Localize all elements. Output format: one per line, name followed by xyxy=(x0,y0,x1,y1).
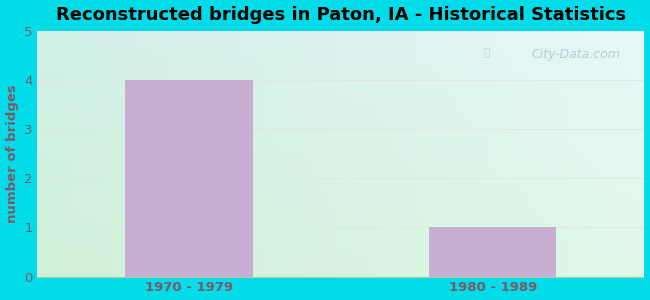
Y-axis label: number of bridges: number of bridges xyxy=(6,84,19,223)
Text: 🔍: 🔍 xyxy=(484,48,490,58)
Bar xyxy=(429,227,556,277)
Bar xyxy=(125,80,253,277)
Title: Reconstructed bridges in Paton, IA - Historical Statistics: Reconstructed bridges in Paton, IA - His… xyxy=(56,6,626,24)
Text: City-Data.com: City-Data.com xyxy=(531,48,620,61)
